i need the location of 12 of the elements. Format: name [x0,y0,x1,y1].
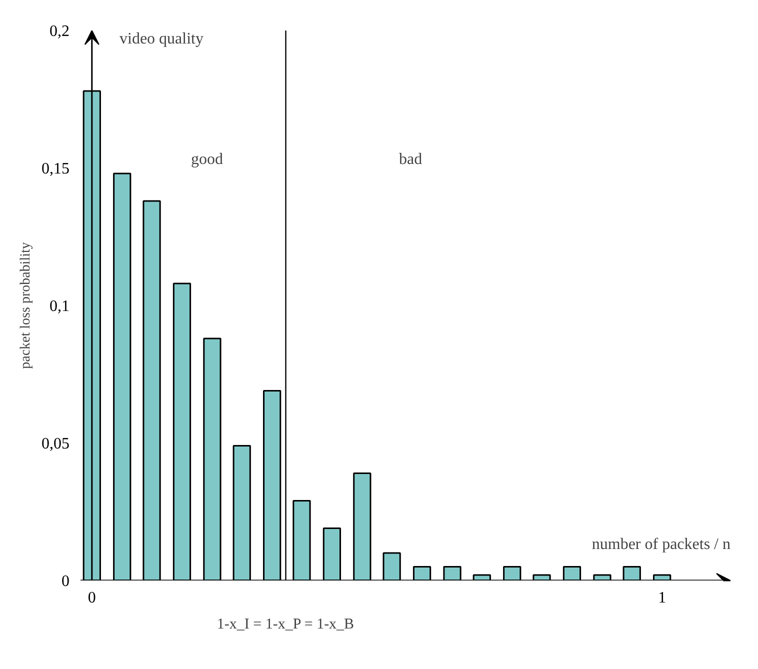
annotation: video quality [120,30,204,48]
y-tick-label: 0,2 [50,23,70,40]
annotation: bad [399,151,422,168]
x-tick-label: 1 [658,590,666,606]
text: 1-x_I = 1-x_P = 1-x_B [216,616,354,632]
x-axis-title: number of packets / n [592,536,730,553]
y-axis-title: packet loss probability [18,242,34,369]
annotation: good [191,151,223,168]
y-tick-label: 0,1 [50,298,70,315]
y-tick-label: 0,05 [42,436,70,452]
y-tick-label: 0,15 [42,160,70,178]
y-tick-label: 0 [62,573,70,590]
